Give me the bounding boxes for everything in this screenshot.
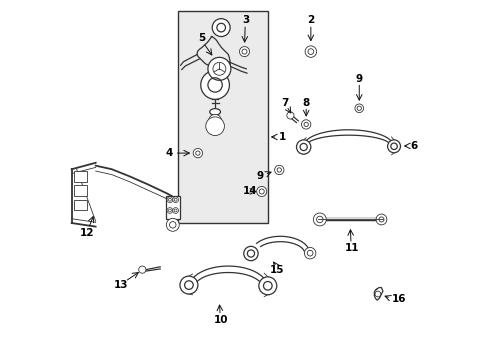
Circle shape (301, 120, 310, 129)
Circle shape (167, 208, 172, 213)
Bar (74, 185, 86, 196)
Circle shape (212, 62, 225, 75)
Bar (178, 12, 267, 223)
Ellipse shape (209, 109, 220, 115)
Circle shape (172, 208, 178, 213)
Circle shape (212, 19, 230, 37)
Circle shape (286, 112, 293, 119)
Text: 6: 6 (409, 141, 417, 151)
Text: 14: 14 (242, 186, 257, 197)
Text: 3: 3 (242, 15, 249, 26)
Circle shape (304, 247, 315, 259)
Circle shape (167, 197, 172, 203)
Circle shape (387, 140, 400, 153)
Text: 15: 15 (270, 265, 284, 275)
Bar (165, 196, 180, 220)
Circle shape (207, 57, 230, 80)
Text: 4: 4 (165, 148, 173, 158)
Text: 10: 10 (214, 315, 228, 325)
Circle shape (201, 71, 229, 99)
Text: 8: 8 (302, 98, 309, 108)
Text: 16: 16 (391, 294, 405, 304)
Circle shape (180, 276, 198, 294)
Circle shape (139, 266, 145, 273)
Circle shape (172, 197, 178, 203)
Circle shape (313, 213, 325, 226)
Circle shape (374, 291, 380, 297)
Text: 2: 2 (306, 15, 314, 26)
Text: 7: 7 (281, 98, 288, 108)
Circle shape (375, 214, 386, 225)
Circle shape (274, 165, 284, 175)
Text: 12: 12 (79, 228, 94, 238)
Circle shape (166, 219, 179, 231)
Circle shape (193, 148, 202, 158)
Text: 1: 1 (278, 132, 285, 142)
Circle shape (256, 186, 266, 197)
Text: 9: 9 (256, 171, 264, 181)
Bar (74, 171, 86, 182)
Circle shape (258, 277, 276, 295)
Circle shape (305, 46, 316, 57)
Text: 5: 5 (198, 33, 204, 43)
Bar (74, 200, 86, 211)
Circle shape (296, 140, 310, 154)
Text: 9: 9 (355, 74, 362, 84)
Circle shape (205, 117, 224, 135)
Circle shape (208, 114, 221, 127)
Text: 11: 11 (344, 243, 359, 253)
Circle shape (354, 104, 363, 113)
Circle shape (239, 46, 249, 57)
Circle shape (244, 246, 258, 261)
Text: 13: 13 (113, 280, 128, 290)
